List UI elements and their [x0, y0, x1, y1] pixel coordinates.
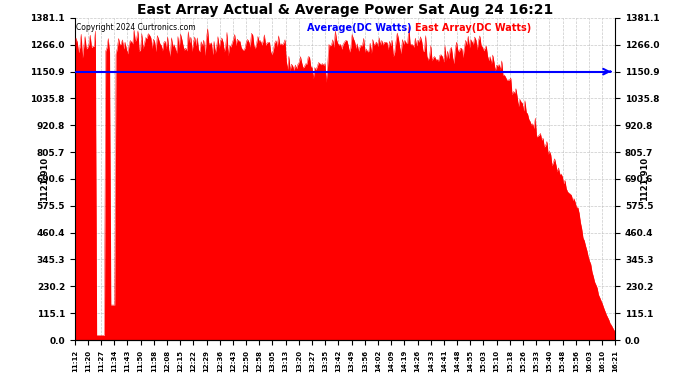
Title: East Array Actual & Average Power Sat Aug 24 16:21: East Array Actual & Average Power Sat Au…: [137, 3, 553, 17]
Text: 1121.910: 1121.910: [640, 157, 649, 201]
Text: 1121.910: 1121.910: [41, 157, 50, 201]
Text: Average(DC Watts): Average(DC Watts): [307, 23, 412, 33]
Text: Copyright 2024 Curtronics.com: Copyright 2024 Curtronics.com: [77, 23, 196, 32]
Text: East Array(DC Watts): East Array(DC Watts): [415, 23, 531, 33]
